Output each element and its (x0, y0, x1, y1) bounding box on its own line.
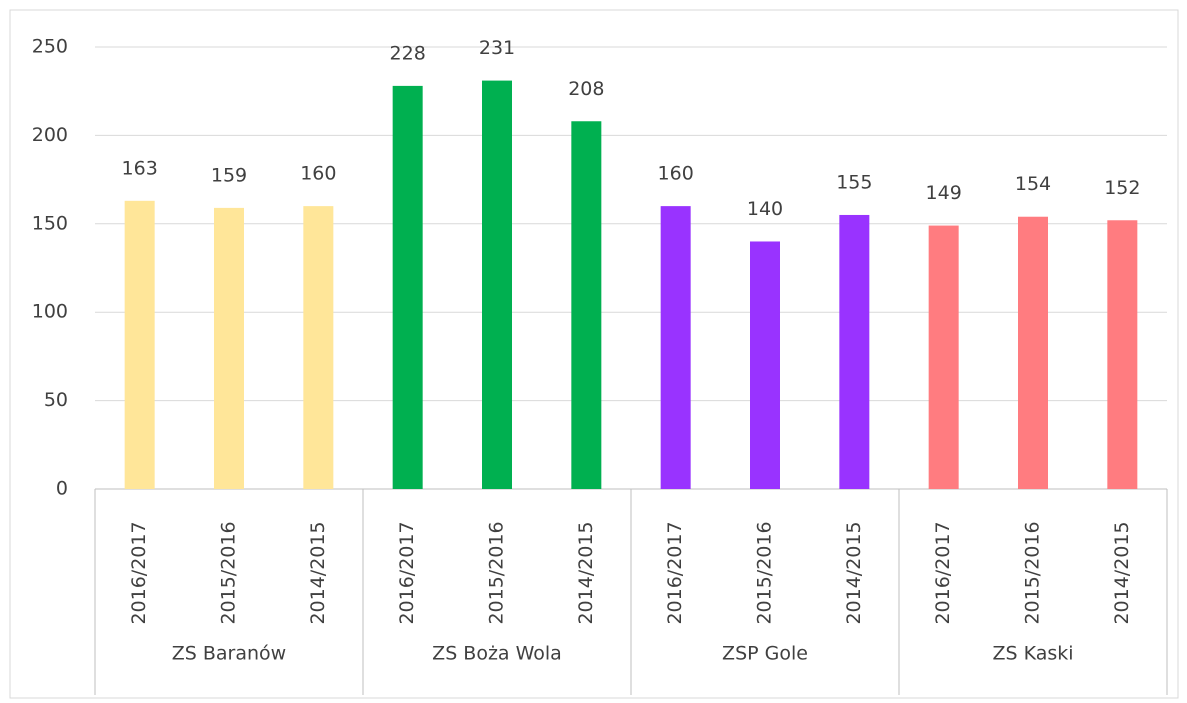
data-label: 231 (479, 37, 515, 59)
y-tick-label: 150 (32, 212, 68, 234)
data-label: 163 (122, 157, 158, 179)
bar (482, 80, 512, 489)
data-label: 152 (1104, 177, 1140, 199)
data-label: 155 (836, 171, 872, 193)
bar (303, 206, 334, 489)
data-label: 154 (1015, 173, 1051, 195)
x-tick-label: 2014/2015 (843, 521, 865, 624)
y-tick-label: 250 (32, 36, 68, 58)
bar (928, 225, 959, 489)
x-tick-label: 2014/2015 (307, 521, 329, 624)
bar (392, 85, 423, 489)
data-label: 160 (658, 163, 694, 185)
bar (124, 200, 155, 490)
bar (214, 207, 244, 489)
x-tick-label: 2015/2016 (1022, 521, 1044, 624)
bar (660, 206, 691, 489)
data-label: 159 (211, 164, 247, 186)
bar (1018, 216, 1048, 489)
x-tick-label: 2016/2017 (396, 521, 418, 624)
bar (839, 214, 870, 489)
bar (750, 241, 780, 489)
data-label: 140 (747, 198, 783, 220)
data-label: 149 (926, 182, 962, 204)
y-tick-label: 100 (32, 301, 68, 323)
group-label: ZS Baranów (172, 643, 286, 665)
x-tick-label: 2016/2017 (932, 521, 954, 624)
x-tick-label: 2015/2016 (754, 521, 776, 624)
group-label: ZSP Gole (722, 643, 808, 665)
y-tick-label: 0 (56, 478, 68, 500)
x-tick-label: 2014/2015 (575, 521, 597, 624)
bar (1107, 220, 1138, 489)
x-tick-label: 2015/2016 (486, 521, 508, 624)
data-label: 208 (568, 78, 604, 100)
data-label: 160 (300, 163, 336, 185)
x-tick-label: 2016/2017 (128, 521, 150, 624)
chart-frame (9, 9, 1179, 699)
bar (571, 121, 602, 490)
group-label: ZS Kaski (992, 643, 1073, 665)
group-label: ZS Boża Wola (432, 643, 562, 665)
data-label: 228 (390, 42, 426, 64)
x-tick-label: 2015/2016 (218, 521, 240, 624)
x-tick-label: 2014/2015 (1111, 521, 1133, 624)
y-tick-label: 200 (32, 124, 68, 146)
x-tick-label: 2016/2017 (664, 521, 686, 624)
y-tick-label: 50 (44, 389, 68, 411)
